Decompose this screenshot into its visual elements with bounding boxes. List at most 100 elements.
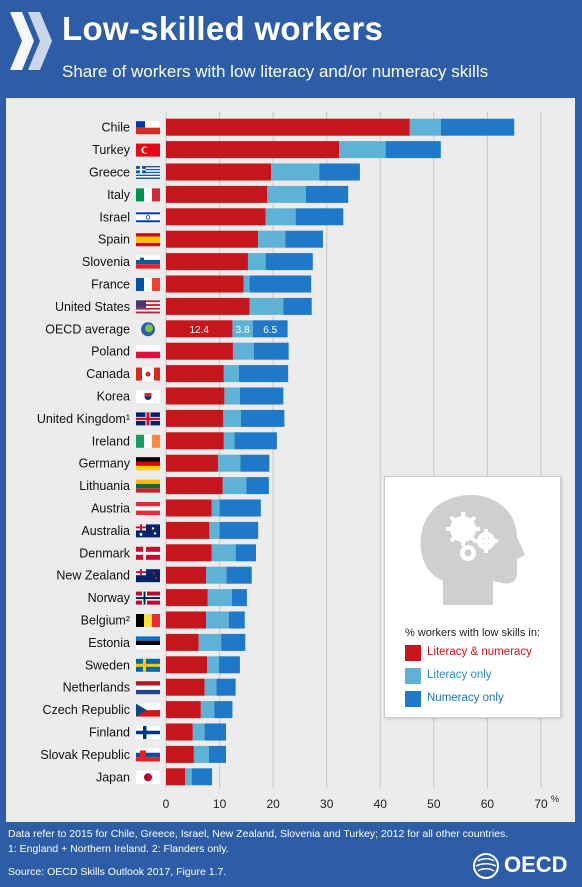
bar-segment [166,163,271,181]
bar-segment [166,208,266,226]
bar-segment [209,521,220,539]
bar-segment [166,297,250,315]
bar-segment [305,185,349,203]
bar-segment [235,544,256,562]
bar-segment [166,454,218,472]
bar-segment [265,208,296,226]
uk-flag [136,412,160,426]
bar-segment [166,656,208,674]
bar-segment [267,185,306,203]
category-label: Spain [98,233,130,247]
italy-flag [136,188,160,202]
bar-segment [246,477,269,495]
spain-flag [136,233,160,247]
bar-segment [409,118,441,136]
bar-segment [249,297,284,315]
category-label: Israel [99,210,130,224]
bar-segment [232,320,253,338]
category-label: OECD average [45,322,130,336]
bar-segment [166,499,212,517]
bar-segment [166,365,224,383]
bar-segment [265,253,313,271]
category-label: Germany [79,457,131,471]
bar-chart: 0 10 20 30 40 50 60 70 % Chile Turkey Greece Italy Is… [37,112,559,811]
bar-segment [385,141,441,159]
bar-segment [166,320,233,338]
bar-segment [166,589,208,607]
bar-segment [206,566,227,584]
lithuania-flag [136,479,160,493]
bar-segment [214,701,233,719]
footnote: 1: England + Northern Ireland. 2: Flande… [8,843,229,855]
bar-segment [283,297,312,315]
australia-flag [136,524,160,538]
bar-segment [211,499,220,517]
bar-segment [217,454,241,472]
category-label: Finland [89,726,130,740]
israel-flag [136,210,160,224]
bar-segment [240,454,270,472]
germany-flag [136,457,160,471]
new-zealand-flag [136,569,160,583]
bar-segment [285,230,323,248]
header: Low-skilled workers Share of workers wit… [0,0,582,97]
bar-segment [166,409,224,427]
bar-segment [166,544,212,562]
bar-segment [339,141,386,159]
bar-segment [238,365,289,383]
oecd-globe-icon [141,322,155,337]
bar-segment [223,409,241,427]
category-label: Lithuania [79,479,130,493]
bar-segment [191,768,213,786]
bar-segment [241,409,285,427]
bar-segment [252,320,288,338]
bar-segment [206,611,229,629]
bar-segment [166,477,223,495]
bar-segment [204,678,217,696]
bar-segment [224,387,240,405]
bar-segment [319,163,360,181]
bar-segment [200,701,215,719]
category-label: Ireland [92,434,130,448]
legend-label: Literacy & numeracy [427,646,532,658]
page-title: Low-skilled workers [62,10,384,47]
bar-segment [219,656,240,674]
legend-swatch [405,691,421,707]
chile-flag [136,121,160,135]
category-label: Slovenia [82,255,130,269]
austria-flag [136,502,160,515]
poland-flag [136,345,160,359]
bar-segment [207,589,232,607]
x-tick-label: 20 [266,797,280,811]
bar-segment [166,342,233,360]
chevrons-icon [10,12,52,70]
france-flag [136,278,160,291]
bar-segment [249,275,312,293]
x-unit-label: % [551,794,559,804]
category-label: Austria [91,502,130,516]
bar-segment [239,387,284,405]
category-label: Belgium² [81,614,130,628]
bar-segment [198,633,222,651]
bar-segment [271,163,320,181]
bar-segment [185,768,192,786]
x-tick-label: 50 [427,797,441,811]
category-label: United States [55,300,130,314]
category-label: United Kingdom¹ [37,412,130,426]
category-label: Chile [102,121,131,135]
bar-segment [166,723,193,741]
footer: Data refer to 2015 for Chile, Greece, Is… [0,822,582,887]
bar-segment [166,768,186,786]
bar-segment [219,499,261,517]
legend: % workers with low skills in: Literacy &… [384,476,561,718]
legend-swatch [405,668,421,684]
x-tick-label: 40 [374,797,388,811]
bar-segment [216,678,236,696]
slovakia-flag [136,748,160,762]
bar-segment [234,432,277,450]
x-tick-label: 70 [534,797,548,811]
bar-segment [166,611,207,629]
bar-segment [226,566,252,584]
page-subtitle: Share of workers with low literacy and/o… [62,62,489,81]
usa-flag [136,300,160,314]
